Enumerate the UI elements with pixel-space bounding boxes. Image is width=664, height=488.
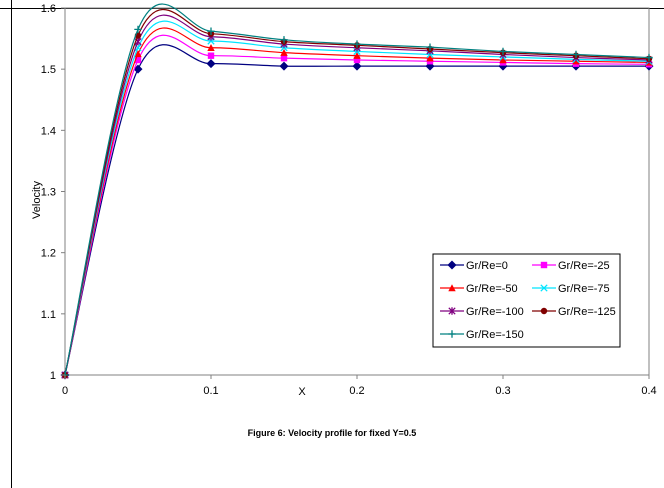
x-tick-label: 0.2 [349, 385, 364, 397]
y-axis-title: Velocity [31, 181, 43, 219]
legend-label: Gr/Re=-100 [466, 306, 524, 318]
data-point [352, 61, 362, 71]
x-tick-label: 0.3 [495, 385, 510, 397]
data-point [134, 56, 142, 64]
data-point [499, 47, 507, 56]
y-tick-label: 1.3 [41, 187, 56, 199]
y-tick-label: 1.2 [41, 248, 56, 260]
legend-label: Gr/Re=-150 [466, 329, 524, 341]
data-point [426, 54, 434, 62]
legend-entry: Gr/Re=-25 [532, 260, 610, 272]
y-axis: 1 1.1 1.2 1.3 1.4 1.5 1.6 [41, 3, 65, 382]
y-tick-label: 1.4 [41, 125, 56, 137]
data-point [280, 36, 288, 44]
data-point [448, 284, 456, 292]
data-point [134, 50, 142, 58]
y-tick-label: 1 [50, 370, 56, 382]
legend-label: Gr/Re=0 [466, 260, 508, 272]
legend-label: Gr/Re=-125 [558, 306, 616, 318]
plot-area [60, 3, 654, 380]
data-point [447, 260, 457, 270]
data-point [540, 284, 548, 292]
data-point [280, 48, 288, 56]
series-line [64, 34, 650, 376]
series-line [64, 3, 650, 376]
x-axis: 0 0.1 0.2 0.3 0.4 [62, 375, 657, 397]
velocity-chart: 0 0.1 0.2 0.3 0.4 1 1.1 1.2 1.3 1.4 1.5 1.6 X Velo… [31, 3, 657, 398]
legend-box [432, 253, 621, 348]
series-line [64, 44, 649, 376]
data-point [207, 44, 215, 51]
data-point [134, 25, 142, 34]
data-point [279, 61, 289, 71]
data-point [353, 56, 361, 64]
x-axis-title: X [298, 386, 306, 398]
figure-caption: Figure 6: Velocity profile for fixed Y=0… [247, 428, 417, 438]
legend-entry: Gr/Re=-125 [532, 306, 616, 318]
data-point [448, 307, 456, 315]
data-point [207, 52, 215, 59]
data-point [499, 56, 507, 64]
page-border-left [11, 0, 12, 488]
data-point [206, 59, 216, 69]
x-tick-label: 0.1 [203, 385, 218, 397]
y-tick-label: 1.6 [41, 3, 56, 15]
x-tick-label: 0.4 [641, 385, 656, 397]
legend-entry: Gr/Re=-50 [440, 283, 518, 295]
data-point [353, 40, 361, 48]
data-point [645, 53, 653, 62]
series-layer [60, 3, 654, 380]
series-line [64, 20, 650, 376]
data-point [426, 43, 434, 51]
data-point [133, 64, 143, 74]
data-point [353, 52, 361, 59]
series-line [64, 9, 650, 376]
legend: Gr/Re=0 Gr/Re=-25 Gr/Re=-50 Gr/Re=-75 Gr/Re=… [432, 253, 621, 348]
data-point [572, 50, 580, 59]
data-point [448, 330, 456, 338]
data-point [540, 261, 548, 269]
legend-entry: Gr/Re=0 [440, 260, 508, 272]
data-point [280, 54, 288, 62]
series-line [64, 27, 650, 376]
legend-label: Gr/Re=-25 [558, 260, 610, 272]
data-point [207, 27, 215, 35]
legend-entry: Gr/Re=-100 [440, 306, 524, 318]
y-tick-label: 1.1 [41, 309, 56, 321]
legend-entry: Gr/Re=-75 [532, 283, 610, 295]
x-tick-label: 0 [62, 385, 68, 397]
legend-label: Gr/Re=-50 [466, 283, 518, 295]
series-line [64, 14, 650, 376]
legend-label: Gr/Re=-75 [558, 283, 610, 295]
legend-entry: Gr/Re=-150 [440, 329, 524, 341]
y-tick-label: 1.5 [41, 64, 56, 76]
data-point [540, 307, 548, 315]
